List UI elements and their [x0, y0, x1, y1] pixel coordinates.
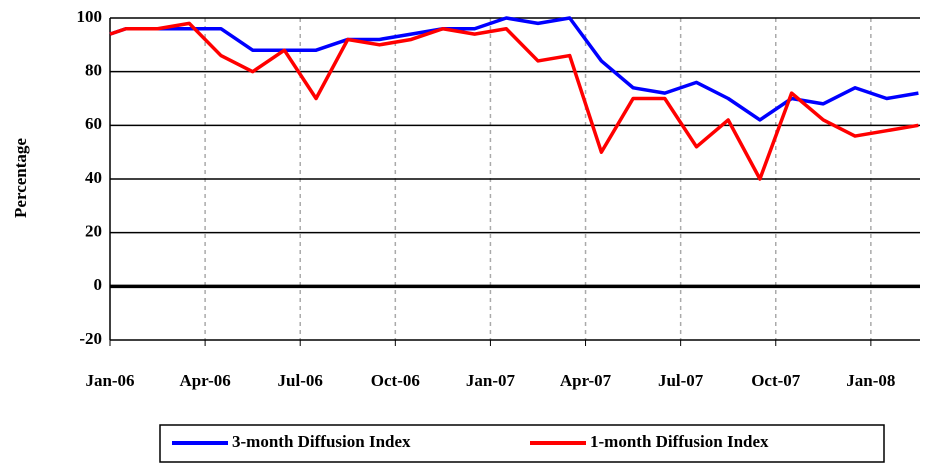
x-tick-label: Jul-06	[278, 371, 323, 390]
x-tick-label: Jan-07	[466, 371, 516, 390]
x-tick-label: Oct-06	[371, 371, 420, 390]
series-line	[109, 21, 919, 181]
x-tick-label: Oct-07	[751, 371, 801, 390]
x-tick-label: Jan-08	[846, 371, 895, 390]
x-tick-label: Jan-06	[85, 371, 134, 390]
y-tick-label: 100	[77, 7, 103, 26]
legend-box	[159, 424, 885, 463]
x-tick-label: Apr-06	[179, 371, 230, 390]
y-axis-label: Percentage	[11, 138, 30, 218]
y-tick-label: 60	[85, 114, 102, 133]
x-tick-label: Apr-07	[560, 371, 612, 390]
x-tick-label: Jul-07	[658, 371, 704, 390]
legend-label: 3-month Diffusion Index	[232, 432, 411, 451]
y-tick-label: 40	[85, 168, 102, 187]
y-tick-label: 0	[94, 275, 103, 294]
legend-label: 1-month Diffusion Index	[590, 432, 769, 451]
y-tick-label: -20	[79, 329, 102, 348]
y-tick-label: 80	[85, 61, 102, 80]
series-line	[109, 16, 919, 122]
y-tick-label: 20	[85, 222, 102, 241]
